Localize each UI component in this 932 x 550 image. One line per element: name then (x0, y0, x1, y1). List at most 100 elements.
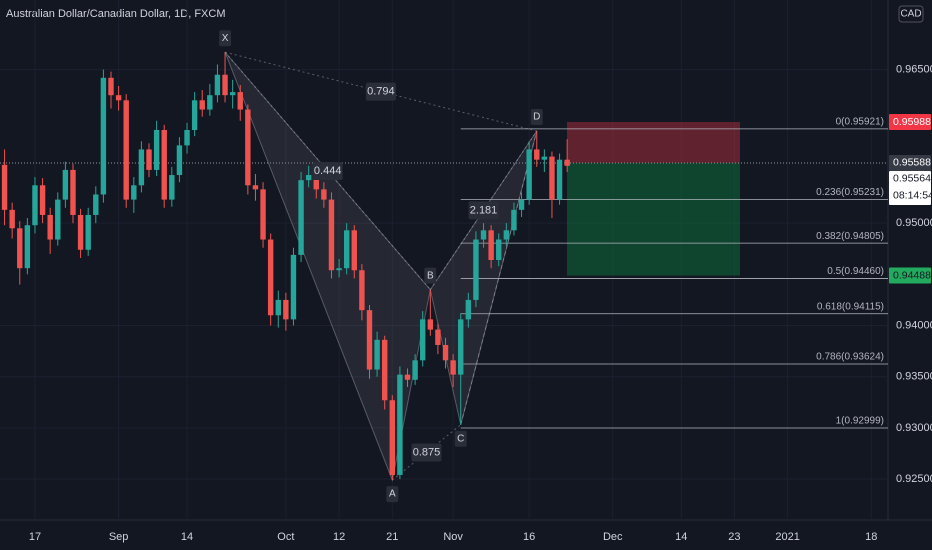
candle-body (62, 169, 69, 200)
pattern-line (460, 130, 538, 425)
candle-body (115, 95, 122, 101)
point-label: D (533, 112, 540, 123)
candle-body (526, 149, 532, 200)
candle-body (222, 74, 228, 96)
y-tick-label: 0.92500 (896, 473, 932, 485)
y-tick-label: 0.94000 (896, 319, 932, 331)
price-tag-box (889, 114, 931, 131)
candle-body (488, 230, 494, 260)
point-label: B (427, 270, 434, 281)
ratio: 2.181 (468, 201, 499, 220)
y-tick-label: 0.93000 (896, 422, 932, 434)
candle-body (298, 180, 304, 255)
candle-body (305, 175, 312, 181)
price-tag: 0.95988 (889, 114, 931, 131)
candle-body (473, 239, 479, 300)
ratio: 0.794 (365, 82, 396, 101)
candle-body (412, 360, 418, 380)
point-label-box (219, 30, 232, 47)
x-tick-label: 12 (333, 531, 345, 543)
price-tag-label: 0.94488 (893, 269, 931, 281)
fib-label: 0(0.95921) (836, 117, 884, 128)
ratio: 0.875 (411, 443, 442, 462)
candle-body (290, 254, 297, 320)
currency-box (898, 5, 924, 23)
candle-body (47, 214, 53, 240)
candle-body (123, 100, 129, 200)
candle-body (32, 185, 38, 226)
x-tick-label: Nov (443, 531, 463, 543)
fib-label: 1(0.92999) (836, 416, 884, 427)
countdown: 08:14:54 (893, 190, 932, 202)
candle-body (24, 225, 31, 269)
price-tag-label: 0.95564 (893, 173, 931, 185)
stop-zone (567, 122, 740, 163)
candle-body (503, 230, 510, 240)
candle-body (93, 194, 99, 215)
ratio-box (365, 82, 396, 101)
price-tag: 0.95564 08:14:54 (889, 170, 932, 205)
candle-body (267, 239, 274, 316)
price-tag-box (889, 170, 931, 205)
target-zone (567, 162, 740, 276)
candle-body (427, 319, 434, 330)
ratio-label: 0.444 (314, 165, 342, 177)
price-tag-box (889, 154, 931, 171)
candle-body (1, 164, 8, 210)
candle-body (534, 149, 540, 160)
candle-body (55, 199, 61, 240)
fib-label: 0.382(0.94805) (816, 231, 884, 242)
candle-body (480, 230, 487, 240)
candle-body (260, 189, 266, 240)
x-tick-label: 17 (29, 531, 41, 543)
x-tick-label: Oct (277, 531, 294, 543)
candle-body (321, 189, 327, 200)
ratio-box (468, 201, 499, 220)
candle-body (9, 209, 15, 229)
candle-body (283, 299, 289, 320)
candle-body (381, 339, 388, 401)
candle-body (518, 199, 525, 210)
pattern-point: D (530, 109, 543, 126)
ratio-box (312, 161, 343, 180)
candle-body (343, 230, 350, 269)
x-tick-label: 14 (675, 531, 687, 543)
candle-body (85, 214, 91, 250)
point-label-box (386, 486, 399, 503)
pattern-point: X (219, 30, 232, 47)
candle-body (214, 74, 221, 96)
candle-body (229, 92, 236, 96)
candle-body (541, 156, 548, 160)
candle-body (556, 159, 563, 200)
ratio-box (411, 443, 442, 462)
ratio-label: 2.181 (470, 204, 498, 216)
currency: CAD (900, 9, 921, 20)
fib-label: 0.236(0.95231) (816, 187, 884, 198)
candle-body (549, 156, 555, 200)
y-tick-label: 0.95000 (896, 217, 932, 229)
candle-body (564, 159, 570, 166)
candle-body (496, 239, 502, 260)
price-tag-box (889, 267, 931, 284)
candle-body (511, 209, 517, 231)
x-tick-label: 14 (181, 531, 193, 543)
point-label: A (389, 489, 396, 500)
y-tick-label: 0.96500 (896, 64, 932, 76)
candle-body (275, 299, 281, 316)
fib-label: 0.618(0.94115) (817, 301, 884, 312)
candle-body (389, 400, 396, 475)
candle-body (70, 169, 76, 215)
candle-body (397, 374, 403, 475)
candle-body (169, 175, 175, 200)
x-tick-label: 18 (865, 531, 877, 543)
candle-body (146, 149, 152, 170)
x-tick-label: 2021 (775, 531, 799, 543)
pattern-point: B (424, 267, 437, 284)
candle-body (336, 268, 342, 271)
candle-body (199, 100, 205, 110)
chart-title: Australian Dollar/Canadian Dollar, 1D, F… (6, 8, 225, 20)
candle-body (17, 228, 23, 269)
point-label: X (222, 33, 229, 44)
candle-body (450, 360, 456, 375)
